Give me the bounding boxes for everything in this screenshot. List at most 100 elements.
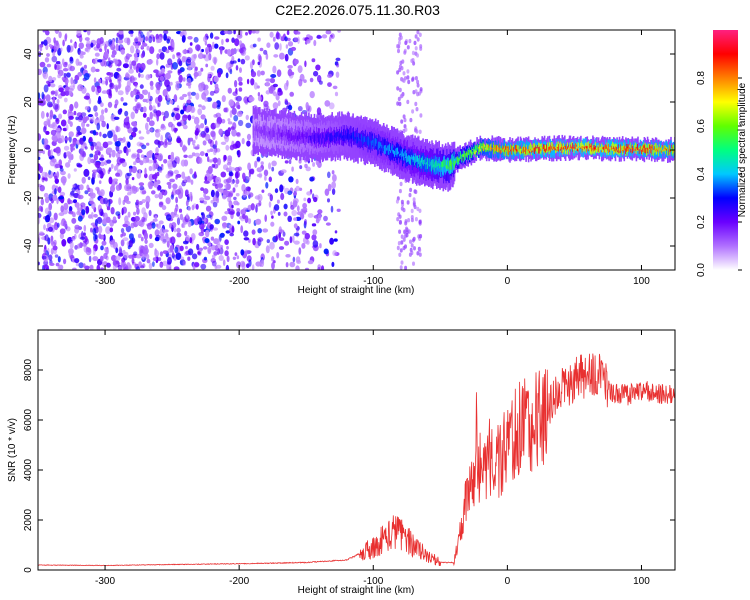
- noise-mark: [317, 75, 322, 83]
- noise-mark: [112, 260, 117, 266]
- noise-mark: [96, 216, 103, 225]
- track-mark: [650, 145, 652, 154]
- noise-mark: [142, 156, 148, 164]
- noise-mark: [112, 264, 117, 270]
- noise-mark: [302, 202, 307, 209]
- noise-mark: [149, 233, 153, 239]
- noise-mark: [181, 30, 187, 37]
- noise-mark: [209, 148, 214, 153]
- noise-mark: [217, 183, 223, 189]
- track-mark: [561, 143, 564, 153]
- noise-mark: [413, 204, 417, 210]
- noise-mark: [185, 82, 192, 87]
- noise-mark: [162, 89, 168, 97]
- noise-mark: [73, 110, 77, 116]
- track-mark: [662, 149, 664, 153]
- noise-mark: [45, 94, 51, 102]
- noise-mark: [108, 176, 113, 185]
- noise-mark: [54, 63, 57, 70]
- noise-mark: [155, 161, 159, 170]
- noise-mark: [118, 246, 123, 255]
- noise-mark: [211, 260, 217, 267]
- noise-mark: [197, 108, 203, 116]
- noise-mark: [179, 245, 184, 252]
- spectrogram-x-ticks: -300 -200 -100 0 100: [95, 30, 650, 287]
- noise-mark: [315, 64, 321, 71]
- noise-mark: [212, 227, 218, 231]
- noise-mark: [410, 250, 414, 256]
- noise-mark: [209, 32, 214, 39]
- noise-mark: [108, 57, 111, 62]
- noise-mark: [74, 74, 80, 81]
- noise-mark: [52, 51, 56, 57]
- noise-mark: [181, 35, 186, 43]
- noise-mark: [122, 63, 129, 69]
- noise-mark: [177, 69, 183, 74]
- noise-mark: [81, 231, 84, 239]
- noise-mark: [158, 201, 164, 208]
- noise-mark: [273, 204, 280, 211]
- noise-mark: [253, 82, 258, 90]
- noise-mark: [96, 38, 102, 46]
- noise-mark: [331, 181, 336, 189]
- noise-mark: [158, 141, 164, 146]
- noise-mark: [103, 197, 109, 205]
- noise-mark: [115, 43, 119, 52]
- noise-mark: [228, 99, 235, 107]
- noise-mark: [146, 45, 150, 51]
- noise-mark: [124, 110, 129, 117]
- noise-mark: [165, 197, 171, 205]
- noise-mark: [418, 32, 422, 37]
- noise-mark: [93, 77, 97, 84]
- noise-mark: [58, 113, 63, 120]
- noise-mark: [149, 46, 155, 54]
- noise-mark: [171, 123, 175, 132]
- track-mark: [336, 131, 338, 141]
- noise-mark: [56, 222, 60, 228]
- colorbar-ticks: 0.0 0.2 0.4 0.6 0.8: [696, 71, 742, 277]
- noise-mark: [177, 58, 182, 65]
- noise-mark: [46, 63, 52, 68]
- noise-mark: [81, 51, 86, 55]
- noise-mark: [272, 36, 276, 42]
- noise-mark: [140, 44, 144, 49]
- noise-mark: [414, 46, 418, 51]
- noise-mark: [38, 216, 41, 225]
- track-mark: [325, 134, 328, 142]
- noise-mark: [48, 254, 53, 261]
- noise-mark: [77, 84, 84, 92]
- noise-mark: [325, 30, 332, 35]
- noise-mark: [122, 102, 128, 106]
- noise-mark: [176, 135, 181, 143]
- noise-mark: [403, 50, 407, 55]
- noise-mark: [203, 36, 207, 43]
- noise-mark: [302, 207, 308, 212]
- noise-mark: [133, 53, 138, 58]
- noise-mark: [240, 249, 245, 256]
- noise-mark: [335, 57, 341, 62]
- noise-mark: [189, 237, 193, 244]
- noise-mark: [154, 236, 160, 242]
- noise-mark: [80, 149, 83, 156]
- noise-mark: [141, 144, 147, 150]
- track-mark: [551, 146, 553, 150]
- noise-mark: [398, 229, 402, 234]
- noise-mark: [226, 162, 232, 166]
- noise-mark: [289, 91, 295, 97]
- track-mark: [476, 150, 478, 153]
- noise-mark: [101, 240, 107, 246]
- noise-mark: [397, 241, 401, 246]
- noise-mark: [284, 36, 288, 42]
- noise-mark: [55, 146, 61, 154]
- track-mark: [596, 143, 598, 152]
- track-mark: [488, 144, 490, 152]
- noise-mark: [224, 184, 228, 188]
- noise-mark: [157, 184, 162, 191]
- noise-mark: [143, 232, 148, 241]
- noise-mark: [203, 180, 210, 184]
- noise-mark: [134, 215, 140, 222]
- noise-mark: [280, 35, 284, 41]
- colorbar-tick-label: 0.2: [696, 215, 707, 229]
- noise-mark: [216, 243, 222, 251]
- noise-mark: [268, 201, 272, 208]
